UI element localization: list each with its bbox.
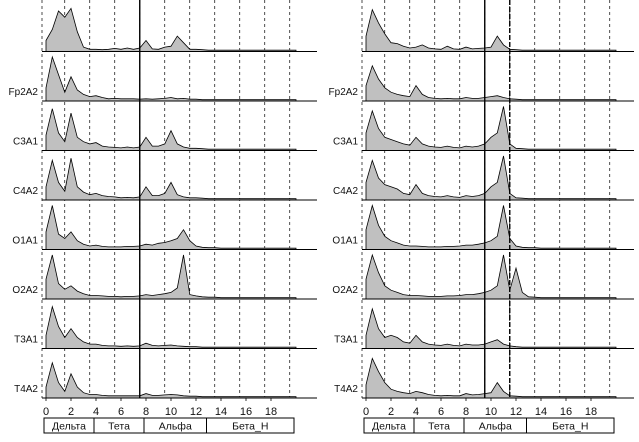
spectrum-area	[365, 253, 617, 300]
channel-label: C3A1	[333, 137, 358, 148]
channel-label: O2A2	[12, 285, 38, 296]
channel-label: T4A2	[14, 384, 38, 395]
channel-label: C4A2	[13, 186, 38, 197]
x-tick-label: 6	[438, 406, 444, 418]
channel-label: C4A2	[333, 186, 358, 197]
x-tick-label: 16	[240, 406, 252, 418]
channel-label: T3A1	[14, 335, 38, 346]
channel-row: T3A1	[14, 305, 317, 349]
channel-label: Fp2A2	[9, 87, 39, 98]
x-tick-label: 14	[215, 406, 227, 418]
x-tick-label: 8	[463, 406, 469, 418]
band-box: Бета_Н	[526, 417, 615, 434]
band-box-frame	[206, 417, 295, 434]
band-label: Тета	[108, 421, 130, 433]
spectrum-area	[45, 361, 297, 399]
x-tick-label: 18	[265, 406, 277, 418]
spectrum-area	[45, 108, 297, 151]
spectrum-area	[365, 307, 617, 349]
channel-row: C3A1	[333, 106, 634, 151]
x-tick-label: 14	[535, 406, 547, 418]
x-tick-label: 6	[118, 406, 124, 418]
band-label: Бета_Н	[232, 421, 268, 433]
channel-label: O1A1	[332, 236, 358, 247]
channel-label: O2A2	[332, 285, 358, 296]
x-tick-label: 12	[510, 406, 522, 418]
channel-row: O2A2	[12, 254, 317, 300]
spectrum-area	[45, 55, 297, 102]
x-tick-label: 12	[190, 406, 202, 418]
band-label: Тета	[428, 421, 450, 433]
channel-row: T4A2	[334, 357, 634, 399]
channel-label: C3A1	[13, 137, 38, 148]
spectrum-area	[45, 7, 297, 52]
spectrum-area	[365, 357, 617, 399]
spectrum-panel-1: Fp2A2 C3A1 C4A2 O1A1 O2A2 T3A1 T4A2 0 2 4 6 8 10 12 14…	[9, 0, 317, 434]
band-label: Альфа	[159, 421, 192, 433]
spectrum-area	[45, 158, 297, 201]
band-label: Дельта	[372, 421, 406, 433]
channel-label: Fp2A2	[329, 87, 359, 98]
band-box: Альфа	[143, 417, 207, 434]
channel-row: T3A1	[334, 307, 634, 349]
band-box: Тета	[93, 417, 145, 434]
channel-row	[42, 7, 317, 52]
x-tick-label: 16	[560, 406, 572, 418]
channel-row: C3A1	[13, 108, 317, 151]
channel-label: O1A1	[12, 236, 38, 247]
band-box: Дельта	[43, 417, 95, 434]
channel-label: T3A1	[334, 335, 358, 346]
spectrum-area	[365, 8, 617, 52]
channel-row: C4A2	[13, 158, 317, 201]
x-tick-label: 2	[68, 406, 74, 418]
spectrum-panel-2: Fp2A2 C3A1 C4A2 O1A1 O2A2 T3A1 T4A2 0 2 4 6 8 10 12 14…	[329, 0, 634, 434]
channel-row: Fp2A2	[9, 55, 317, 102]
x-tick-label: 8	[143, 406, 149, 418]
spectrum-area	[45, 205, 297, 250]
x-tick-label: 10	[485, 406, 497, 418]
spectrum-area	[365, 155, 617, 201]
channel-label: T4A2	[334, 384, 358, 395]
channel-row: O1A1	[12, 205, 317, 250]
band-label: Бета_Н	[552, 421, 588, 433]
spectrum-area	[365, 64, 617, 102]
x-tick-label: 18	[585, 406, 597, 418]
channel-row: O1A1	[332, 204, 634, 250]
spectrum-area	[45, 305, 297, 349]
band-box: Бета_Н	[206, 417, 295, 434]
x-tick-label: 0	[43, 406, 49, 418]
band-label: Дельта	[52, 421, 86, 433]
band-box-frame	[526, 417, 615, 434]
x-tick-label: 2	[388, 406, 394, 418]
band-box: Дельта	[363, 417, 415, 434]
band-box: Альфа	[463, 417, 527, 434]
x-tick-label: 4	[93, 406, 99, 418]
channel-row: Fp2A2	[329, 64, 634, 102]
band-box: Тета	[413, 417, 465, 434]
band-label: Альфа	[479, 421, 512, 433]
x-tick-label: 4	[413, 406, 419, 418]
channel-row	[362, 8, 634, 52]
x-tick-label: 10	[165, 406, 177, 418]
spectrum-area	[45, 254, 297, 300]
spectrum-area	[365, 106, 617, 151]
channel-row: C4A2	[333, 155, 634, 201]
spectrum-area	[365, 204, 617, 250]
channel-row: T4A2	[14, 361, 317, 399]
channel-row: O2A2	[332, 253, 634, 300]
x-tick-label: 0	[363, 406, 369, 418]
